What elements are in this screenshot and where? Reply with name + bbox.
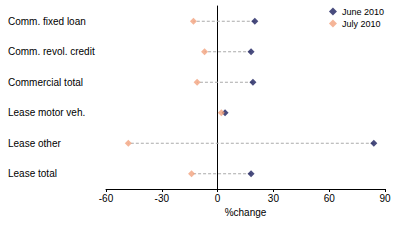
svg-text:June 2010: June 2010 [342, 7, 384, 17]
svg-text:%change: %change [225, 207, 267, 218]
svg-text:-30: -30 [155, 193, 170, 204]
svg-text:0: 0 [215, 193, 221, 204]
svg-text:90: 90 [379, 193, 391, 204]
svg-text:Lease other: Lease other [8, 138, 61, 149]
svg-text:Lease motor veh.: Lease motor veh. [8, 107, 85, 118]
svg-text:Lease total: Lease total [8, 168, 57, 179]
svg-text:Commercial total: Commercial total [8, 77, 83, 88]
svg-text:30: 30 [268, 193, 280, 204]
svg-text:Comm. revol. credit: Comm. revol. credit [8, 46, 95, 57]
svg-text:60: 60 [324, 193, 336, 204]
svg-text:-60: -60 [99, 193, 114, 204]
svg-text:Comm. fixed loan: Comm. fixed loan [8, 16, 86, 27]
svg-text:July 2010: July 2010 [342, 19, 381, 29]
